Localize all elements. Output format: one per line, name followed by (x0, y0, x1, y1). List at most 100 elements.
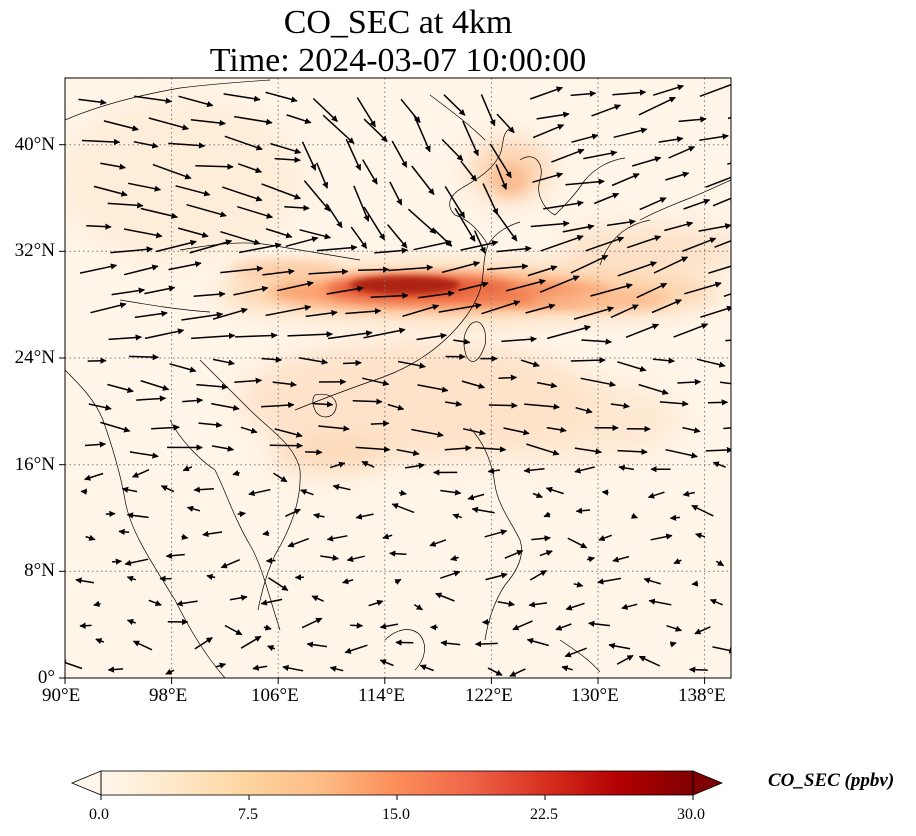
wind-arrow (532, 492, 543, 499)
wind-arrow (495, 164, 508, 190)
wind-arrow (668, 146, 696, 159)
wind-arrow (370, 292, 409, 299)
wind-arrow (168, 142, 206, 149)
wind-arrow (168, 261, 202, 271)
wind-arrow (144, 328, 185, 340)
wind-arrow (342, 578, 354, 585)
wind-arrow (417, 290, 455, 299)
wind-arrow (678, 116, 707, 123)
wind-arrow (467, 493, 485, 501)
wind-arrow (526, 443, 560, 456)
wind-arrow (182, 397, 204, 404)
wind-arrow (391, 140, 408, 168)
wind-arrow (306, 641, 328, 648)
wind-arrow (140, 379, 170, 391)
wind-arrow (284, 508, 301, 517)
wind-arrow (342, 359, 362, 367)
wind-arrow (224, 624, 243, 636)
wind-arrow (346, 555, 365, 562)
wind-arrow (597, 577, 622, 585)
wind-arrow (316, 244, 358, 252)
wind-arrow (438, 302, 482, 313)
wind-arrow (441, 138, 464, 162)
wind-arrow (287, 331, 333, 338)
wind-arrow (691, 504, 714, 517)
wind-arrow (155, 239, 197, 253)
wind-arrow (301, 141, 317, 171)
lon-label-138e: 138°E (678, 685, 726, 706)
wind-arrow (440, 489, 462, 496)
wind-arrow (638, 655, 661, 667)
colorbar-gradient (101, 771, 693, 795)
wind-arrow (612, 555, 630, 563)
wind-arrow (265, 91, 298, 103)
wind-arrow (708, 265, 731, 274)
wind-arrow (440, 640, 461, 647)
wind-arrow (374, 247, 409, 254)
wind-arrow (712, 461, 726, 468)
wind-arrow (570, 90, 597, 97)
wind-arrow (311, 595, 324, 602)
wind-arrow (598, 534, 612, 542)
wind-arrow (189, 239, 233, 254)
wind-arrow (325, 203, 343, 229)
wind-arrow (573, 581, 584, 588)
wind-arrow (181, 533, 189, 540)
wind-arrow (461, 380, 486, 390)
wind-arrow (134, 310, 168, 319)
wind-arrow (586, 556, 596, 563)
lat-label-16n: 16°N (14, 454, 55, 475)
wind-arrow (79, 622, 92, 629)
wind-arrow (529, 86, 563, 100)
wind-arrow (723, 427, 731, 430)
wind-arrow (460, 240, 499, 251)
wind-arrow (312, 401, 334, 408)
wind-arrow (474, 640, 498, 648)
wind-arrow (178, 95, 214, 108)
lat-label-0: 0° (37, 667, 55, 688)
wind-arrow (107, 666, 124, 673)
wind-arrow (695, 532, 706, 539)
wind-arrow (435, 592, 455, 602)
wind-arrow (539, 275, 580, 293)
wind-arrow (110, 246, 154, 254)
wind-arrow (647, 491, 665, 499)
wind-arrow (107, 202, 144, 209)
wind-arrow (326, 535, 348, 542)
wind-arrow (265, 557, 276, 564)
wind-arrow (198, 421, 223, 428)
colorbar-tick-30: 30.0 (677, 806, 705, 823)
wind-arrow (524, 403, 560, 410)
wind-arrow (562, 223, 595, 233)
wind-arrow (300, 489, 314, 496)
wind-arrow (262, 268, 295, 276)
colorbar-extend-min (70, 770, 102, 796)
wind-arrow (379, 623, 399, 630)
wind-arrow (501, 336, 537, 343)
wind-arrow (585, 236, 625, 252)
wind-arrow (388, 264, 434, 272)
wind-arrow (126, 512, 149, 519)
wind-arrow (332, 484, 351, 491)
wind-arrow (128, 353, 159, 361)
wind-arrow (220, 230, 261, 246)
wind-arrow (148, 599, 162, 606)
wind-arrow (299, 229, 332, 240)
wind-arrow (123, 264, 159, 276)
wind-arrow (353, 185, 370, 222)
wind-arrow (573, 306, 615, 320)
wind-arrow (93, 185, 128, 197)
wind-arrow (612, 89, 647, 96)
wind-arrow (175, 185, 211, 197)
wind-arrow (368, 599, 384, 607)
wind-arrow (684, 281, 722, 295)
wind-arrow (659, 400, 689, 407)
wind-arrow (583, 150, 618, 160)
wind-arrow (555, 623, 572, 631)
wind-arrow (237, 205, 274, 219)
wind-arrow (610, 304, 639, 319)
wind-arrow (413, 114, 431, 153)
wind-arrow (316, 162, 329, 189)
wind-arrow (673, 323, 709, 338)
wind-arrow (272, 381, 297, 388)
